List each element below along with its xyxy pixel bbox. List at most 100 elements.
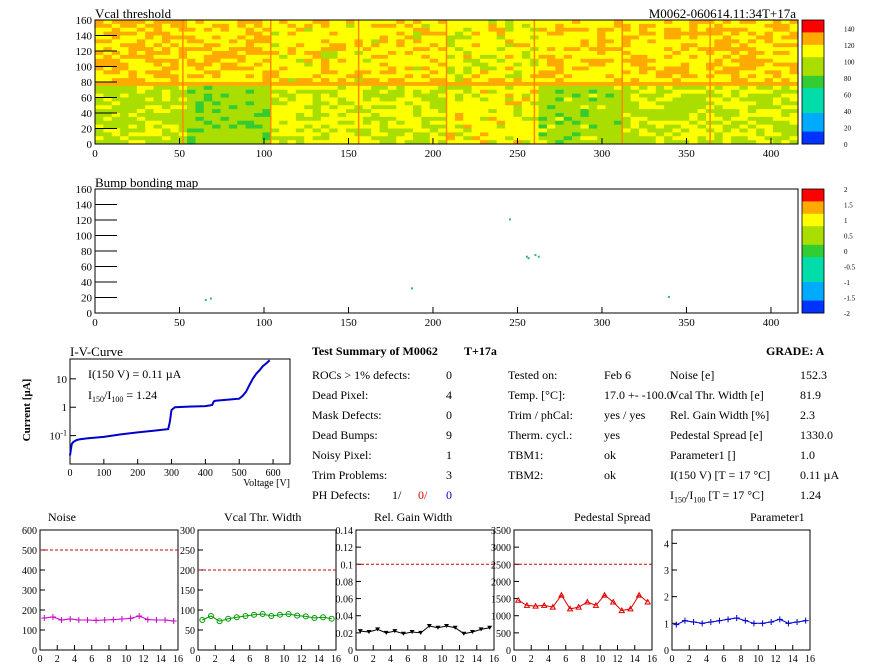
- heatmap-cell: [756, 20, 765, 25]
- heatmap-cell: [747, 62, 757, 67]
- heatmap-cell: [161, 35, 171, 40]
- x-tick-label: 4: [704, 654, 709, 665]
- heatmap-cell: [438, 132, 447, 137]
- heatmap-cell: [772, 124, 782, 129]
- heatmap-cell: [546, 62, 556, 67]
- heatmap-cell: [195, 109, 205, 114]
- heatmap-cell: [747, 93, 757, 98]
- heatmap-cell: [463, 66, 473, 71]
- heatmap-cell: [555, 140, 565, 145]
- x-tick-label: 2: [213, 654, 218, 665]
- heatmap-cell: [220, 124, 230, 129]
- heatmap-cell: [638, 62, 648, 67]
- heatmap-cell: [195, 20, 205, 25]
- heatmap-cell: [597, 20, 606, 25]
- heatmap-cell: [295, 124, 305, 129]
- heatmap-cell: [664, 128, 673, 133]
- heatmap-cell: [187, 78, 196, 83]
- heatmap-cell: [647, 47, 657, 52]
- heatmap-cell: [789, 66, 799, 71]
- heatmap-cell: [722, 70, 732, 75]
- heatmap-cell: [421, 43, 431, 48]
- heatmap-cell: [781, 105, 791, 110]
- heatmap-cell: [187, 74, 196, 79]
- test-summary: Test Summary of M0062 T+17a GRADE: A ROC…: [312, 340, 872, 504]
- heatmap-cell: [756, 43, 765, 48]
- heatmap-cell: [488, 85, 498, 91]
- heatmap-cell: [722, 140, 732, 145]
- heatmap-cell: [479, 31, 489, 36]
- heatmap-cell: [580, 120, 590, 126]
- heatmap-cell: [329, 82, 339, 87]
- heatmap-cell: [287, 58, 297, 64]
- x-tick-label: 150: [340, 317, 357, 329]
- heatmap-cell: [438, 120, 447, 126]
- heatmap-cell: [739, 97, 749, 102]
- heatmap-cell: [572, 27, 581, 33]
- heatmap-cell: [153, 70, 163, 75]
- heatmap-cell: [312, 39, 322, 44]
- heatmap-cell: [538, 51, 548, 56]
- heatmap-cell: [95, 66, 104, 71]
- data-point: [357, 629, 363, 634]
- heatmap-cell: [95, 51, 104, 56]
- heatmap-cell: [103, 128, 113, 133]
- heatmap-cell: [320, 66, 330, 71]
- heatmap-cell: [438, 62, 447, 67]
- heatmap-cell: [329, 62, 339, 67]
- iv-y-label: Current [µA]: [21, 379, 33, 442]
- heatmap-cell: [161, 109, 171, 114]
- heatmap-cell: [463, 27, 473, 33]
- data-point: [627, 605, 634, 612]
- colorbar-segment: [802, 100, 824, 108]
- heatmap-cell: [103, 58, 113, 64]
- heatmap-cell: [546, 109, 556, 114]
- heatmap-cell: [772, 136, 782, 141]
- heatmap-cell: [371, 93, 380, 98]
- heatmap-cell: [279, 78, 288, 83]
- heatmap-cell: [245, 85, 255, 91]
- heatmap-cell: [563, 20, 573, 25]
- heatmap-cell: [521, 43, 531, 48]
- heatmap-cell: [622, 35, 632, 40]
- heatmap-cell: [563, 97, 573, 102]
- heatmap-cell: [128, 35, 138, 40]
- heatmap-cell: [220, 66, 230, 71]
- heatmap-cell: [588, 97, 598, 102]
- heatmap-cell: [362, 51, 372, 56]
- heatmap-cell: [170, 97, 180, 102]
- heatmap-cell: [228, 70, 238, 75]
- heatmap-cell: [362, 116, 372, 122]
- heatmap-cell: [337, 74, 347, 79]
- heatmap-cell: [136, 39, 146, 44]
- heatmap-cell: [120, 35, 129, 40]
- heatmap-cell: [555, 23, 565, 29]
- heatmap-cell: [572, 51, 581, 56]
- heatmap-cell: [689, 132, 698, 137]
- heatmap-cell: [479, 58, 489, 64]
- heatmap-cell: [496, 23, 506, 29]
- x-tick-label: 16: [489, 654, 499, 665]
- heatmap-cell: [153, 120, 163, 126]
- heatmap-cell: [471, 74, 481, 79]
- heatmap-cell: [789, 85, 799, 91]
- heatmap-cell: [329, 97, 339, 102]
- heatmap-cell: [396, 140, 406, 145]
- heatmap-cell: [203, 39, 213, 44]
- heatmap-cell: [454, 101, 464, 106]
- heatmap-cell: [655, 140, 665, 145]
- heatmap-cell: [513, 66, 523, 71]
- heatmap-cell: [387, 51, 397, 56]
- heatmap-cell: [622, 124, 632, 129]
- heatmap-cell: [312, 35, 322, 40]
- heatmap-cell: [220, 97, 230, 102]
- heatmap-cell: [680, 93, 690, 98]
- heatmap-cell: [630, 120, 640, 126]
- y-tick-label: 200: [180, 566, 195, 577]
- heatmap-cell: [655, 78, 665, 83]
- heatmap-cell: [262, 39, 272, 44]
- heatmap-cell: [237, 31, 247, 36]
- heatmap-cell: [429, 132, 439, 137]
- colorbar-tick-label: 80: [844, 75, 852, 83]
